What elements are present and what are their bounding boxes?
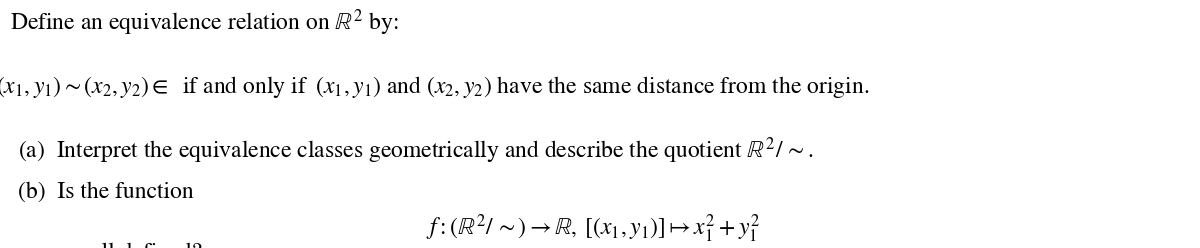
Text: Define an equivalence relation on $\mathbb{R}^2$ by:: Define an equivalence relation on $\math… (10, 7, 398, 38)
Text: (b)  Is the function: (b) Is the function (18, 181, 193, 202)
Text: well defined?: well defined? (74, 243, 203, 248)
Text: $(x_1, y_1) \sim (x_2, y_2) \in\;$ if and only if $\;(x_1, y_1)$ and $(x_2, y_2): $(x_1, y_1) \sim (x_2, y_2) \in\;$ if an… (0, 74, 870, 100)
Text: (a)  Interpret the equivalence classes geometrically and describe the quotient $: (a) Interpret the equivalence classes ge… (18, 135, 814, 166)
Text: $f: (\mathbb{R}^2/\,{\sim}) \to \mathbb{R},\; [(x_1, y_1)] \mapsto x_1^2 + y_1^2: $f: (\mathbb{R}^2/\,{\sim}) \to \mathbb{… (426, 213, 761, 246)
